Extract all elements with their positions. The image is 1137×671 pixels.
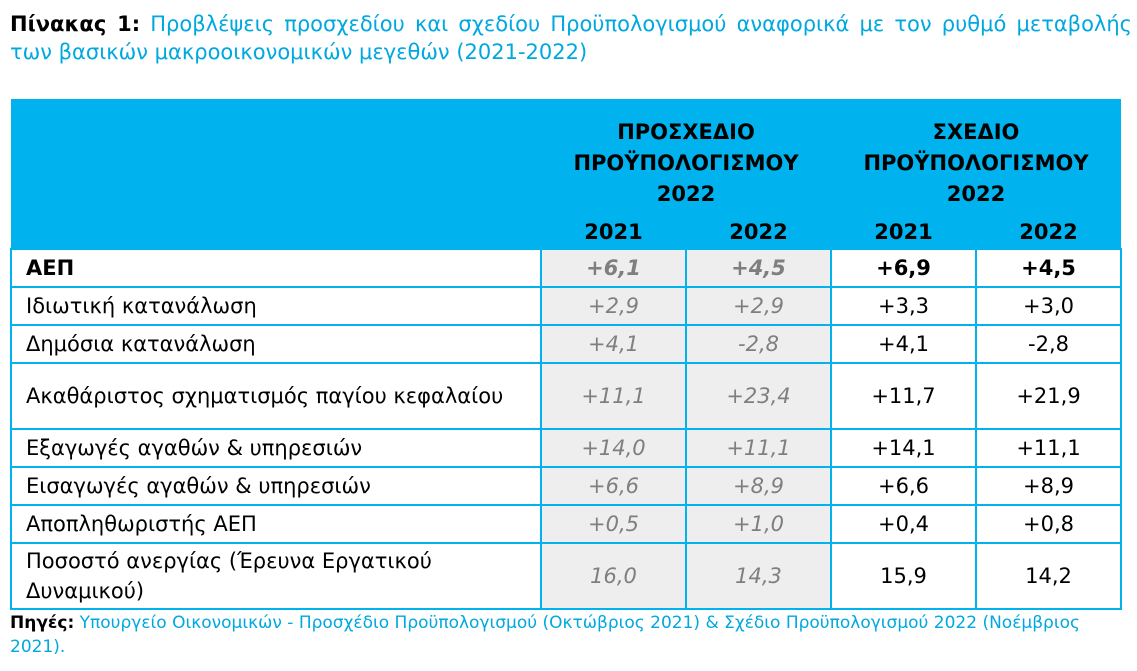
final-2021-value: +4,1 — [830, 324, 977, 364]
table-row: Ιδιωτική κατανάλωση +2,9 +2,9 +3,3 +3,0 — [10, 286, 1123, 326]
header-group-row: ΠΡΟΣΧΕΔΙΟ ΠΡΟΫΠΟΛΟΓΙΣΜΟΥ 2022 ΣΧΕΔΙΟ ΠΡΟ… — [11, 99, 1122, 210]
header-draft-budget: ΠΡΟΣΧΕΔΙΟ ΠΡΟΫΠΟΛΟΓΙΣΜΟΥ 2022 — [541, 99, 831, 210]
draft-2021-value: +11,1 — [540, 362, 687, 430]
table-row: Εισαγωγές αγαθών & υπηρεσιών +6,6 +8,9 +… — [10, 466, 1123, 506]
draft-2022-value: +11,1 — [685, 428, 832, 468]
caption-text: Προβλέψεις προσχεδίου και σχεδίου Προϋπο… — [10, 12, 1132, 64]
final-2022-value: 14,2 — [974, 542, 1123, 610]
header-years-row: 2021 2022 2021 2022 — [11, 210, 1122, 249]
table-row: Ακαθάριστος σχηματισμός παγίου κεφαλαίου… — [10, 362, 1123, 430]
draft-2021-value: +6,6 — [540, 466, 687, 506]
final-2022-value: +21,9 — [974, 362, 1123, 430]
table-row: Δημόσια κατανάλωση +4,1 -2,8 +4,1 -2,8 — [10, 324, 1123, 364]
draft-2022-value: 14,3 — [685, 542, 832, 610]
draft-2022-value: +2,9 — [685, 286, 832, 326]
header-year-draft-2022: 2022 — [686, 210, 831, 249]
header-final-budget: ΣΧΕΔΙΟ ΠΡΟΫΠΟΛΟΓΙΣΜΟΥ 2022 — [831, 99, 1122, 210]
final-2021-value: +14,1 — [830, 428, 977, 468]
draft-2021-value: +2,9 — [540, 286, 687, 326]
header-year-final-2022: 2022 — [976, 210, 1122, 249]
draft-2022-value: +1,0 — [685, 504, 832, 544]
draft-2022-value: -2,8 — [685, 324, 832, 364]
row-label: Ποσοστό ανεργίας (Έρευνα Εργατικού Δυναμ… — [10, 542, 542, 610]
sources-text: Υπουργείο Οικονομικών - Προσχέδιο Προϋπο… — [10, 613, 1080, 657]
row-label: ΑΕΠ — [10, 248, 542, 288]
final-2021-value: +6,9 — [830, 248, 977, 288]
row-label: Δημόσια κατανάλωση — [10, 324, 542, 364]
draft-2022-value: +8,9 — [685, 466, 832, 506]
final-2022-value: -2,8 — [974, 324, 1123, 364]
row-label: Ιδιωτική κατανάλωση — [10, 286, 542, 326]
draft-2021-value: +6,1 — [540, 248, 687, 288]
table-row: Ποσοστό ανεργίας (Έρευνα Εργατικού Δυναμ… — [10, 542, 1123, 610]
row-label: Εξαγωγές αγαθών & υπηρεσιών — [10, 428, 542, 468]
table-caption: Πίνακας 1: Προβλέψεις προσχεδίου και σχε… — [10, 10, 1132, 66]
final-2021-value: +3,3 — [830, 286, 977, 326]
final-2022-value: +0,8 — [974, 504, 1123, 544]
final-2021-value: +0,4 — [830, 504, 977, 544]
header-empty-cell — [11, 210, 541, 249]
draft-2022-value: +23,4 — [685, 362, 832, 430]
draft-2021-value: +14,0 — [540, 428, 687, 468]
row-label: Ακαθάριστος σχηματισμός παγίου κεφαλαίου — [10, 362, 542, 430]
table-row: Εξαγωγές αγαθών & υπηρεσιών +14,0 +11,1 … — [10, 428, 1123, 468]
draft-2021-value: 16,0 — [540, 542, 687, 610]
draft-2021-value: +4,1 — [540, 324, 687, 364]
header-empty-cell — [11, 99, 541, 210]
final-2022-value: +3,0 — [974, 286, 1123, 326]
sources-note: Πηγές: Υπουργείο Οικονομικών - Προσχέδιο… — [10, 611, 1110, 659]
final-2021-value: +6,6 — [830, 466, 977, 506]
table-row: Αποπληθωριστής ΑΕΠ +0,5 +1,0 +0,4 +0,8 — [10, 504, 1123, 544]
row-label: Αποπληθωριστής ΑΕΠ — [10, 504, 542, 544]
header-year-draft-2021: 2021 — [541, 210, 686, 249]
row-label: Εισαγωγές αγαθών & υπηρεσιών — [10, 466, 542, 506]
caption-label: Πίνακας 1: — [10, 12, 141, 36]
final-2022-value: +11,1 — [974, 428, 1123, 468]
sources-label: Πηγές: — [10, 613, 75, 633]
final-2022-value: +4,5 — [974, 248, 1123, 288]
header-year-final-2021: 2021 — [831, 210, 976, 249]
final-2022-value: +8,9 — [974, 466, 1123, 506]
draft-2022-value: +4,5 — [685, 248, 832, 288]
macro-forecast-table: ΠΡΟΣΧΕΔΙΟ ΠΡΟΫΠΟΛΟΓΙΣΜΟΥ 2022 ΣΧΕΔΙΟ ΠΡΟ… — [10, 99, 1123, 610]
final-2021-value: +11,7 — [830, 362, 977, 430]
final-2021-value: 15,9 — [830, 542, 977, 610]
draft-2021-value: +0,5 — [540, 504, 687, 544]
table-row: ΑΕΠ +6,1 +4,5 +6,9 +4,5 — [10, 248, 1123, 288]
